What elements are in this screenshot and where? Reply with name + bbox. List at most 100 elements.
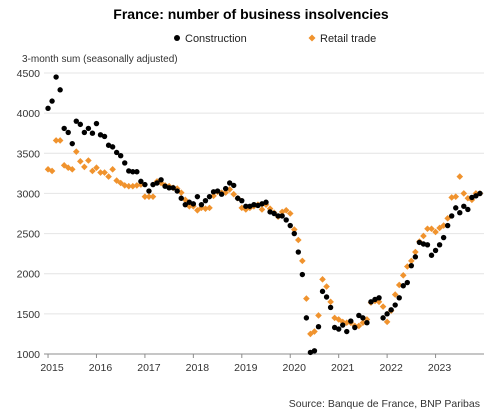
construction-point	[444, 222, 451, 229]
retail-trade-point	[44, 166, 52, 173]
construction-point	[340, 322, 346, 328]
retail-trade-point	[93, 164, 100, 172]
legend-item-retail-trade: Retail trade	[308, 33, 376, 45]
construction-point	[356, 312, 362, 319]
retail-trade-point	[141, 193, 149, 200]
retail-trade-point	[278, 208, 286, 216]
construction-point	[49, 98, 55, 104]
construction-point	[453, 205, 459, 211]
construction-point	[85, 125, 92, 132]
retail-trade-point	[125, 182, 133, 190]
y-tick-label: 2000	[17, 269, 41, 281]
legend-marker-construction	[174, 35, 180, 41]
construction-point	[319, 288, 326, 295]
construction-point	[412, 254, 419, 260]
retail-trade-point	[391, 291, 399, 298]
x-tick-label: 2018	[186, 362, 210, 374]
construction-point	[400, 283, 406, 289]
retail-trade-point	[452, 193, 460, 200]
construction-point	[178, 195, 184, 201]
retail-trade-point	[440, 222, 447, 229]
construction-point	[226, 180, 233, 186]
retail-trade-point	[343, 319, 351, 326]
construction-point	[194, 193, 201, 200]
construction-point	[93, 120, 100, 127]
construction-point	[231, 182, 237, 189]
construction-point	[311, 348, 318, 354]
construction-point	[315, 324, 322, 330]
retail-trade-point	[359, 319, 367, 326]
retail-trade-point	[145, 193, 153, 200]
y-tick-label: 1500	[17, 309, 41, 321]
retail-trade-point	[68, 166, 76, 173]
construction-point	[166, 185, 172, 191]
construction-point	[360, 315, 366, 321]
construction-point	[404, 279, 411, 286]
retail-trade-point	[404, 263, 411, 270]
retail-trade-point	[428, 225, 435, 233]
construction-point	[380, 315, 386, 321]
retail-trade-point	[101, 169, 108, 176]
construction-point	[420, 241, 427, 247]
retail-trade-series	[44, 137, 484, 338]
construction-point	[457, 209, 463, 216]
construction-point	[424, 242, 431, 248]
construction-point	[101, 133, 108, 140]
construction-point	[65, 129, 71, 136]
construction-point	[138, 178, 144, 185]
y-tick-label: 4500	[17, 68, 41, 80]
construction-point	[146, 188, 152, 194]
construction-point	[432, 247, 439, 254]
retail-trade-point	[464, 194, 472, 202]
construction-point	[77, 121, 84, 128]
construction-point	[408, 262, 415, 269]
construction-point	[461, 203, 467, 209]
retail-trade-point	[149, 193, 157, 200]
construction-point	[57, 87, 63, 93]
construction-point	[368, 299, 374, 305]
retail-trade-point	[133, 182, 141, 189]
retail-trade-point	[315, 312, 322, 319]
construction-point	[69, 140, 75, 147]
construction-point	[243, 203, 249, 209]
construction-point	[295, 249, 302, 255]
construction-point	[81, 129, 88, 136]
retail-trade-point	[379, 303, 387, 310]
retail-trade-point	[412, 248, 419, 256]
x-tick-label: 2017	[137, 362, 161, 374]
chart-title: France: number of business insolvencies	[113, 6, 389, 22]
construction-point	[303, 315, 310, 321]
retail-trade-point	[52, 137, 60, 144]
retail-trade-point	[89, 167, 96, 175]
construction-point	[364, 319, 370, 326]
legend-marker-retail-trade	[308, 34, 316, 42]
retail-trade-point	[303, 295, 310, 302]
retail-trade-point	[81, 163, 88, 171]
construction-point	[323, 294, 330, 300]
x-tick-label: 2016	[89, 362, 113, 374]
construction-point	[154, 180, 160, 186]
retail-trade-point	[121, 182, 129, 189]
retail-trade-point	[186, 202, 193, 210]
construction-point	[477, 190, 483, 197]
retail-trade-point	[436, 224, 443, 232]
construction-point	[348, 318, 354, 324]
legend-item-construction: Construction	[174, 33, 247, 45]
construction-point	[251, 201, 257, 208]
construction-point	[122, 160, 128, 166]
y-tick-label: 3000	[17, 188, 41, 200]
retail-trade-point	[424, 225, 431, 233]
retail-trade-point	[222, 189, 229, 196]
retail-trade-point	[432, 228, 439, 236]
construction-point	[376, 295, 382, 301]
construction-point	[235, 195, 241, 201]
x-axis-ticks: 2015 2016 2017 2018 2019 2020 2021 2022 2023	[40, 362, 451, 374]
construction-point	[428, 252, 435, 258]
construction-point	[182, 201, 188, 208]
construction-series	[45, 74, 483, 356]
construction-point	[53, 74, 59, 80]
construction-point	[436, 242, 443, 248]
y-axis-label: 3-month sum (seasonally adjusted)	[22, 54, 178, 65]
retail-trade-point	[230, 190, 238, 198]
